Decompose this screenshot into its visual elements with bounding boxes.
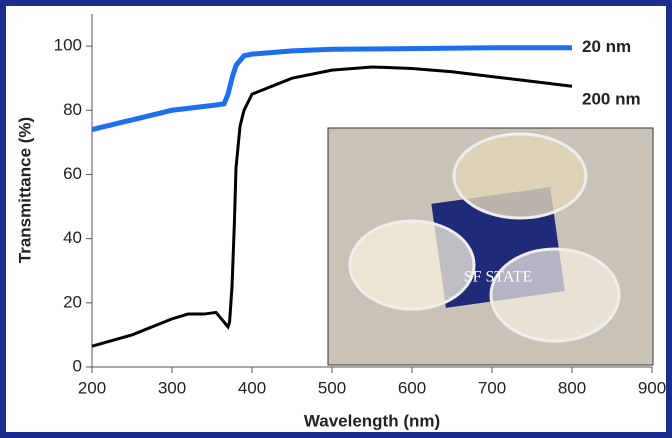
- x-tick-label: 600: [398, 378, 426, 397]
- x-tick-label: 300: [158, 378, 186, 397]
- x-axis-label: Wavelength (nm): [304, 411, 440, 430]
- y-tick-label: 80: [63, 100, 82, 119]
- photo-text: SF STATE: [464, 269, 533, 286]
- disc: [350, 221, 474, 309]
- y-tick-label: 60: [63, 164, 82, 183]
- x-tick-label: 700: [478, 378, 506, 397]
- x-tick-label: 400: [238, 378, 266, 397]
- x-tick-label: 800: [558, 378, 586, 397]
- y-tick-label: 40: [63, 228, 82, 247]
- x-tick-label: 200: [78, 378, 106, 397]
- series-label: 200 nm: [582, 90, 641, 109]
- page: 0 20 40 60 80 100 200 300 400 500 600 700 800 900 SF …: [0, 0, 672, 438]
- inset-photo: SF STATE: [328, 128, 653, 365]
- x-tick-label: 900: [638, 378, 666, 397]
- x-tick-label: 500: [318, 378, 346, 397]
- chart: 0 20 40 60 80 100 200 300 400 500 600 700 800 900 SF …: [0, 0, 672, 438]
- series-label: 20 nm: [582, 37, 631, 56]
- disc: [491, 249, 619, 341]
- y-axis-label: Transmittance (%): [15, 117, 34, 263]
- y-tick-label: 20: [63, 292, 82, 311]
- y-tick-label: 0: [73, 356, 82, 375]
- y-tick-label: 100: [54, 36, 82, 55]
- disc: [454, 134, 586, 218]
